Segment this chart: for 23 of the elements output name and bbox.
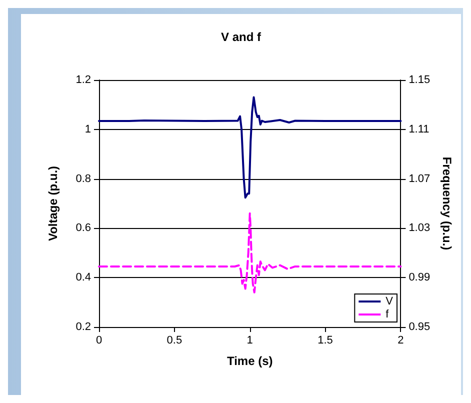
- legend-label: f: [386, 308, 390, 320]
- x-tick-label: 0.5: [166, 334, 182, 346]
- legend-label: V: [386, 296, 394, 308]
- y-tick-label: 1: [84, 123, 91, 136]
- y2-tick-label: 0.99: [408, 272, 430, 284]
- y2-tick-label: 0.95: [408, 321, 430, 333]
- x-tick-label: 2: [398, 334, 404, 346]
- x-tick-label: 1: [246, 334, 253, 346]
- y2-axis-title: Frequency (p.u.): [440, 156, 454, 250]
- x-tick-label: 1.5: [318, 334, 333, 346]
- y2-tick-label: 1.15: [408, 74, 430, 86]
- y-tick-label: 1.2: [76, 74, 91, 86]
- y2-tick-label: 1.07: [408, 172, 430, 185]
- y-tick-label: 0.2: [76, 321, 91, 333]
- y-tick-label: 0.4: [76, 272, 91, 284]
- y2-tick-label: 1.03: [408, 222, 430, 234]
- chart-title: V and f: [220, 30, 262, 44]
- y2-tick-label: 1.11: [408, 123, 430, 136]
- x-axis-title: Time (s): [226, 354, 273, 368]
- y-tick-label: 0.6: [76, 222, 91, 234]
- y-axis-title: Voltage (p.u.): [46, 166, 60, 242]
- y-tick-label: 0.8: [76, 172, 91, 185]
- x-tick-label: 0: [96, 334, 102, 346]
